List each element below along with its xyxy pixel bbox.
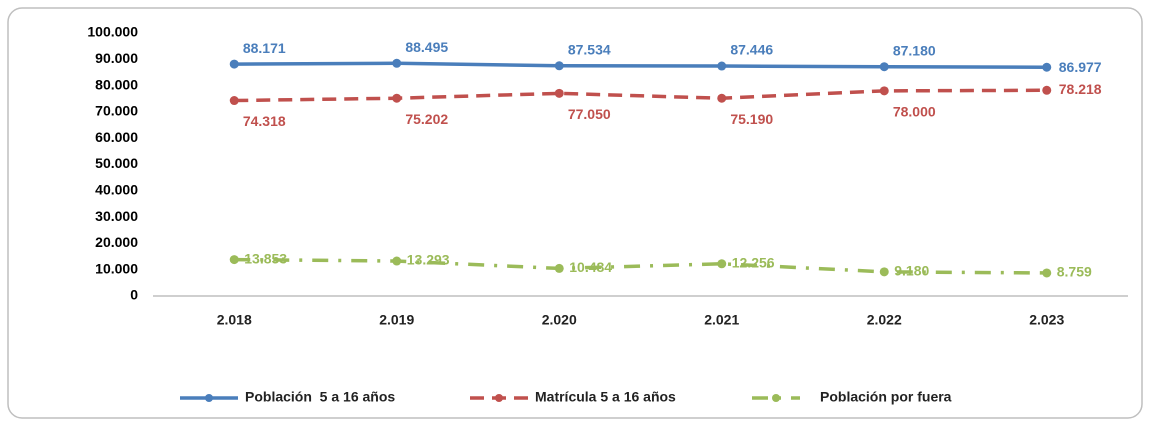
data-point [1042,62,1052,72]
data-label: 8.759 [1057,264,1092,280]
x-tick-label: 2.018 [217,312,252,328]
series-line [234,88,1047,103]
chart-frame [7,7,1143,419]
data-point [1042,268,1052,278]
y-tick-label: 40.000 [95,182,138,198]
data-label: 10.484 [569,259,612,275]
data-label: 74.318 [243,113,286,129]
data-point [879,86,889,96]
y-tick-label: 70.000 [95,103,138,119]
legend-label: Matrícula 5 a 16 años [535,389,676,405]
data-point [717,61,727,71]
data-label: 78.000 [893,104,936,120]
data-label: 12.256 [732,254,775,270]
data-point [717,93,727,103]
series-line [234,257,1047,275]
legend-label: Población por fuera [820,389,952,405]
data-point [392,58,402,68]
data-label: 75.202 [405,111,448,127]
data-point [229,96,239,106]
data-point [554,263,564,273]
data-label: 88.495 [405,39,448,55]
x-tick-label: 2.023 [1029,312,1064,328]
data-label: 88.171 [243,40,286,56]
legend-marker [205,394,213,402]
y-tick-label: 10.000 [95,260,138,276]
x-tick-label: 2.022 [867,312,902,328]
y-tick-label: 100.000 [87,24,138,40]
data-point [879,267,889,277]
data-label: 77.050 [568,106,611,122]
y-tick-label: 60.000 [95,129,138,145]
x-tick-label: 2.021 [704,312,739,328]
y-tick-label: 0 [130,287,138,303]
legend-label: Población 5 a 16 años [245,389,395,405]
data-point [717,259,727,269]
data-point [229,59,239,69]
y-tick-label: 30.000 [95,208,138,224]
legend-marker [495,394,503,402]
data-label: 9.180 [894,263,929,279]
x-tick-label: 2.020 [542,312,577,328]
legend-marker [772,394,780,402]
series-line [234,61,1047,70]
data-point [554,88,564,98]
data-label: 78.218 [1059,81,1102,97]
data-point [392,256,402,266]
data-label: 86.977 [1059,59,1102,75]
data-label: 13.853 [244,250,287,266]
data-point [1042,85,1052,95]
data-point [879,62,889,72]
data-label: 87.446 [730,42,773,58]
data-point [554,61,564,71]
y-tick-label: 80.000 [95,76,138,92]
data-point [392,93,402,103]
data-label: 87.534 [568,41,611,57]
data-label: 75.190 [730,111,773,127]
data-label: 13.293 [407,252,450,268]
x-tick-label: 2.019 [379,312,414,328]
data-label: 87.180 [893,42,936,58]
y-tick-label: 50.000 [95,155,138,171]
y-tick-label: 90.000 [95,50,138,66]
data-point [229,255,239,265]
y-tick-label: 20.000 [95,234,138,250]
